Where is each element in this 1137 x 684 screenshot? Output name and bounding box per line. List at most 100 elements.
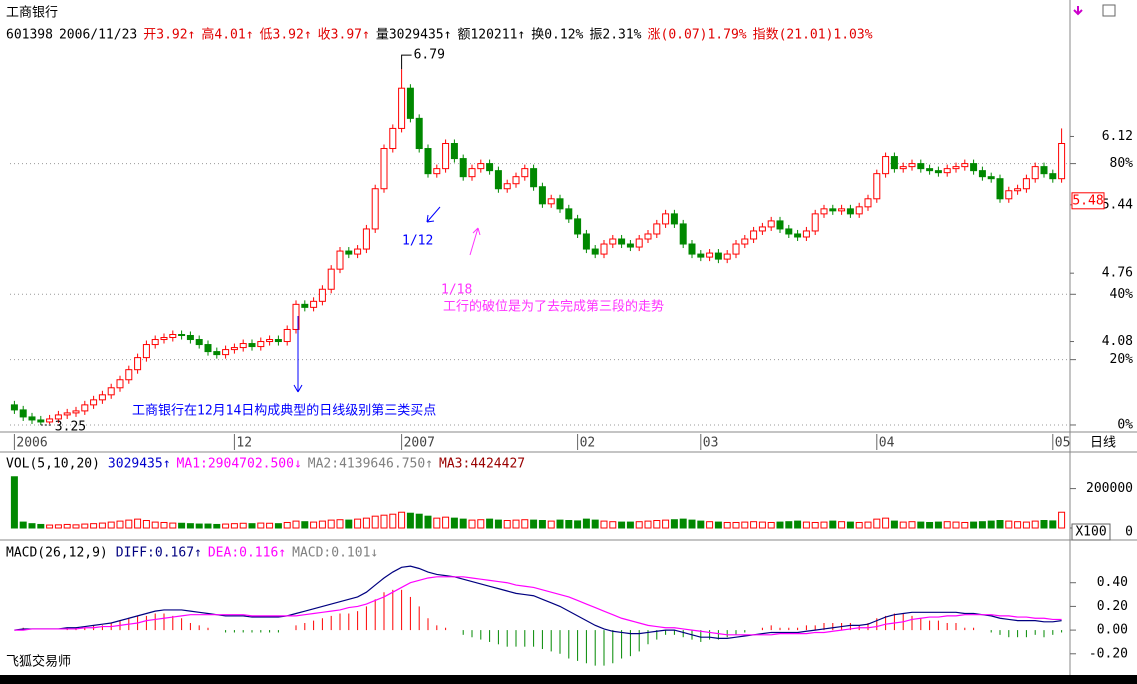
volume-bar (477, 519, 485, 529)
candle-body (873, 173, 881, 200)
legend-entry: MACD:0.101↓ (292, 546, 378, 561)
period-label: 日线 (1090, 436, 1116, 451)
window-icon[interactable] (1102, 4, 1116, 17)
volume-bar (63, 523, 71, 529)
volume-bar (433, 517, 441, 529)
volume-bar (1031, 520, 1039, 529)
panel-title: MACD(26,12,9) (6, 546, 108, 561)
volume-bar (37, 523, 45, 529)
header-item: 涨(0.07)1.79% (648, 28, 747, 43)
candle-body (354, 248, 362, 255)
candle-body (626, 243, 634, 248)
toolbar-icons[interactable] (1073, 4, 1116, 17)
low-label: 3.25 (55, 419, 86, 434)
volume-bar (292, 520, 300, 529)
volume-bar (758, 521, 766, 529)
chart-title: 工商银行 (6, 6, 58, 21)
candle-body (266, 339, 274, 343)
volume-bar (327, 519, 335, 529)
candle-body (952, 166, 960, 170)
price-marker-label: 5.48 (1072, 193, 1103, 208)
volume-bar (442, 516, 450, 529)
volume-bar (609, 521, 617, 529)
scroll-icon[interactable] (1073, 6, 1083, 16)
volume-bar (28, 523, 36, 529)
volume-bar (204, 523, 212, 529)
header-item: 量3029435↑ (376, 28, 452, 43)
volume-bar (565, 520, 573, 529)
volume-bar (186, 523, 194, 529)
candle-body (943, 168, 951, 174)
candle-body (600, 243, 608, 255)
macd-line (14, 576, 1062, 636)
candle-body (811, 213, 819, 232)
volume-bar (855, 521, 863, 529)
volume-bar (301, 521, 309, 529)
candle-body (697, 253, 705, 258)
volume-bar (336, 519, 344, 529)
candle-body (829, 208, 837, 212)
candle-body (644, 233, 652, 240)
candle-body (1058, 143, 1066, 180)
volume-bar (547, 520, 555, 529)
volume-bar (486, 518, 494, 529)
candle-body (28, 416, 36, 421)
volume-bar (574, 520, 582, 529)
volume-bar (811, 521, 819, 529)
candle-body (37, 419, 45, 423)
volume-bar (1014, 521, 1022, 529)
header-item: 低3.92↑ (260, 28, 312, 43)
volume-bar (679, 518, 687, 529)
volume-bar (785, 521, 793, 529)
volume-bar (283, 521, 291, 529)
candle-body (327, 268, 335, 290)
candle-body (609, 238, 617, 245)
candle-body (283, 328, 291, 343)
y-tick-label: -0.20 (1089, 646, 1128, 661)
candle-body (169, 334, 177, 339)
y-tick-label: 20% (1110, 352, 1134, 367)
volume-bar (380, 514, 388, 529)
volume-bar (160, 521, 168, 529)
volume-bar (873, 518, 881, 529)
volume-bar (670, 519, 678, 529)
candle-body (380, 148, 388, 190)
candle-body (362, 228, 370, 250)
header-item: 高4.01↑ (201, 27, 253, 43)
candle-body (706, 252, 714, 258)
candle-body (512, 176, 520, 185)
candle-body (486, 163, 494, 172)
candle-body (530, 168, 538, 188)
candle-body (996, 178, 1004, 200)
candle-body (653, 223, 661, 235)
y-tick-label: 80% (1110, 156, 1134, 171)
candle-body (1014, 188, 1022, 192)
volume-bar (54, 524, 62, 529)
x-tick-label: 04 (879, 436, 895, 451)
candle-body (776, 220, 784, 230)
volume-bar (274, 523, 282, 529)
macd-line (14, 565, 1062, 639)
candle-body (90, 399, 98, 406)
volume-bar (943, 521, 951, 529)
volume-bar (424, 515, 432, 529)
y-tick-label: 0.40 (1097, 575, 1128, 590)
annotation-arrow (469, 227, 481, 256)
volume-bar (415, 513, 423, 529)
volume-bar (926, 521, 934, 529)
candle-body (1005, 190, 1013, 200)
volume-bar (468, 519, 476, 529)
volume-bar (626, 521, 634, 529)
candle-body (934, 170, 942, 174)
volume-bar (178, 522, 186, 529)
volume-bar (512, 519, 520, 529)
candle-body (468, 168, 476, 178)
volume-bar (354, 518, 362, 529)
header-item: MA1:2904702.500↓ (177, 457, 302, 472)
candle-body (292, 303, 300, 330)
volume-bar (90, 523, 98, 529)
candle-body (547, 198, 555, 205)
annotation: 1/12 (402, 234, 433, 249)
volume-bar (882, 517, 890, 529)
candle-body (987, 176, 995, 180)
